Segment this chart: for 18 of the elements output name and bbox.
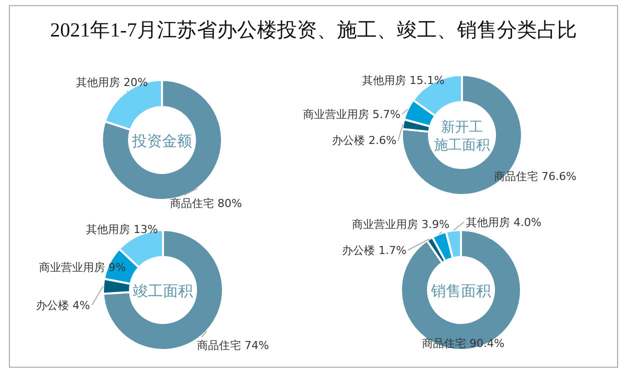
- slice-label: 商业营业用房 5.7%: [303, 108, 400, 121]
- slice-label: 办公楼 1.7%: [342, 244, 406, 257]
- slice-label: 商品住宅 80%: [170, 197, 242, 210]
- slice-label: 商业营业用房 9%: [39, 261, 126, 274]
- slice-label: 其他用房 15.1%: [362, 74, 444, 87]
- slice-label: 商业营业用房 3.9%: [352, 218, 450, 231]
- slice-label: 其他用房 13%: [86, 223, 158, 236]
- slice-label: 商品住宅 76.6%: [494, 170, 576, 183]
- text: 投资金额: [131, 132, 192, 150]
- slice-label: 其他用房 20%: [76, 76, 148, 89]
- text: 销售面积: [430, 282, 491, 300]
- slice-label: 商品住宅 74%: [197, 339, 269, 352]
- text: 2021年1-7月江苏省办公楼投资、施工、竣工、销售分类占比: [50, 20, 577, 42]
- text: 竣工面积: [133, 282, 193, 300]
- slice-label: 办公楼 4%: [36, 299, 90, 312]
- slice-label: 其他用房 4.0%: [466, 216, 542, 229]
- slice-label: 办公楼 2.6%: [332, 134, 396, 147]
- text: 新开工施工面积: [434, 120, 490, 154]
